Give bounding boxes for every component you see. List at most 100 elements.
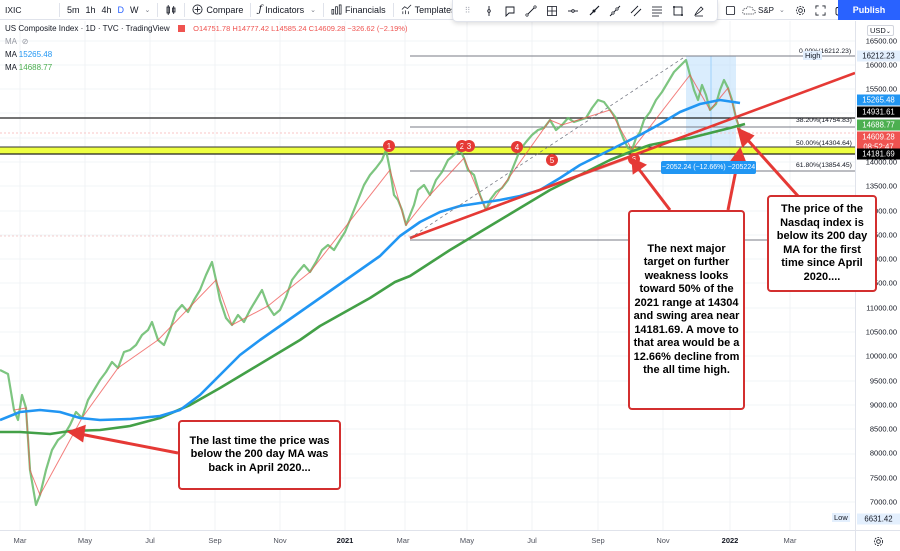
ma-label[interactable]: MA	[5, 50, 17, 59]
time-tick: Nov	[273, 536, 287, 545]
plus-circle-icon	[192, 4, 203, 15]
price-tick: 9500.00	[869, 376, 897, 386]
fib-trend-dashed	[409, 55, 687, 239]
indicators-label: Indicators	[265, 4, 305, 15]
cloud-icon	[742, 6, 756, 15]
callout-icon	[505, 6, 514, 17]
symbol-search[interactable]: IXIC	[5, 4, 22, 15]
currency-select[interactable]: USD⌄	[867, 25, 894, 36]
divider	[323, 2, 325, 17]
parallel-channel-icon	[630, 5, 641, 16]
interval-4h[interactable]: 4h	[101, 4, 112, 15]
rectangle-icon	[672, 5, 683, 16]
price-tick: 11000.00	[866, 303, 897, 313]
svg-text:3: 3	[467, 142, 472, 151]
price-tick: 12000.00	[865, 254, 897, 264]
tool-horizontal-line[interactable]	[562, 1, 583, 21]
price-tick: 14000.00	[865, 157, 897, 167]
high-price-tag: 16212.23	[857, 50, 900, 62]
callout-april-2020: The last time the price was below the 20…	[178, 420, 341, 490]
price-tick: 8000.00	[869, 448, 897, 458]
series-title[interactable]: US Composite Index · 1D · TVC · TradingV…	[5, 24, 170, 33]
drag-handle[interactable]: ⠿	[457, 1, 478, 21]
time-tick: Mar	[783, 536, 797, 545]
time-tick: May	[459, 536, 475, 545]
time-axis[interactable]: Mar May Jul Sep Nov 2021 Mar May Jul Sep…	[0, 530, 855, 551]
tool-vertical-line[interactable]	[478, 1, 499, 21]
time-tick: Sep	[591, 536, 605, 545]
fib-label-0: 0.00%(16212.23)	[799, 48, 852, 55]
templates-icon	[401, 4, 411, 15]
ma-label[interactable]: MA	[5, 37, 17, 46]
ma1-value: 15265.48	[18, 50, 53, 59]
interval-w[interactable]: W	[130, 4, 139, 15]
time-tick-year: 2021	[336, 536, 354, 545]
currency-label: USD	[870, 26, 886, 35]
ma1-price-tag: 15265.48	[857, 94, 900, 106]
ma-200-line	[0, 122, 746, 436]
square-icon[interactable]	[725, 5, 736, 16]
indicators-button[interactable]: ƒ Indicators ⌄	[255, 4, 319, 15]
tool-parallel-channel[interactable]	[625, 1, 646, 21]
trendline-lower	[409, 156, 633, 239]
time-tick: Jul	[145, 536, 155, 545]
function-icon: ƒ	[258, 4, 263, 15]
price-tick: 13000.00	[865, 206, 897, 216]
right-toolbar: S&P ⌄	[725, 0, 847, 20]
interval-1h[interactable]: 1h	[85, 4, 96, 15]
tool-cross-line[interactable]	[541, 1, 562, 21]
chevron-down-icon: ⌄	[144, 6, 151, 14]
chart-settings-button[interactable]	[855, 530, 900, 551]
sp-layout-button[interactable]: S&P ⌄	[742, 5, 785, 15]
market-closed-icon	[177, 25, 185, 32]
chart-type-button[interactable]	[162, 4, 180, 16]
compare-button[interactable]: Compare	[189, 4, 246, 15]
chart-legend: US Composite Index · 1D · TVC · TradingV…	[5, 22, 407, 74]
tool-callout[interactable]	[499, 1, 520, 21]
price-tick: 10000.00	[865, 351, 897, 361]
ma2-value: 14688.77	[18, 63, 53, 72]
level-price-tag: 14931.61	[857, 106, 900, 118]
price-tick: 12500.00	[865, 230, 897, 240]
tool-rectangle[interactable]	[667, 1, 688, 21]
interval-d[interactable]: D	[117, 4, 125, 15]
gear-icon	[873, 536, 883, 546]
interval-5m[interactable]: 5m	[67, 4, 80, 15]
callout-below-200ma: The price of the Nasdaq index is below i…	[767, 195, 877, 292]
trend-line-icon	[524, 4, 537, 17]
legend-title-row: US Composite Index · 1D · TVC · TradingV…	[5, 22, 407, 35]
extended-line-icon	[609, 5, 620, 16]
svg-text:4: 4	[515, 143, 520, 152]
tool-fib-retracement[interactable]	[646, 1, 667, 21]
tool-brush[interactable]	[688, 1, 709, 21]
time-tick: Mar	[13, 536, 27, 545]
divider	[184, 2, 186, 17]
low-label: Low	[832, 513, 850, 522]
tool-ray[interactable]	[583, 1, 604, 21]
time-tick: Nov	[656, 536, 670, 545]
high-label: High	[803, 51, 823, 60]
ma2-price-tag: 14688.77	[857, 119, 900, 131]
price-tick: 7500.00	[869, 473, 897, 483]
time-tick-year: 2022	[721, 536, 739, 545]
eye-hidden-icon[interactable]: ⊘	[21, 37, 29, 46]
compare-label: Compare	[206, 4, 244, 15]
tool-extended-line[interactable]	[604, 1, 625, 21]
financials-button[interactable]: Financials	[328, 4, 389, 15]
vertical-line-icon	[486, 5, 491, 16]
templates-button[interactable]: Templates	[398, 4, 459, 15]
interval-dropdown[interactable]: ⌄	[142, 6, 154, 14]
gear-icon[interactable]	[795, 5, 806, 16]
ma-label[interactable]: MA	[5, 63, 17, 72]
ma-100-line	[0, 98, 741, 422]
fullscreen-icon[interactable]	[815, 5, 826, 16]
crosshair-box-icon	[546, 5, 557, 16]
swing-price-tag: 14181.69	[857, 148, 900, 160]
fib-label-38: 38.20%(14754.83)	[796, 117, 852, 124]
price-tick: 16000.00	[865, 60, 897, 70]
candles-icon	[167, 4, 176, 15]
chevron-down-icon: ⌄	[885, 29, 891, 35]
publish-button[interactable]: Publish	[838, 0, 900, 20]
tool-trend-line[interactable]	[520, 1, 541, 21]
horizontal-line-icon	[567, 8, 578, 13]
